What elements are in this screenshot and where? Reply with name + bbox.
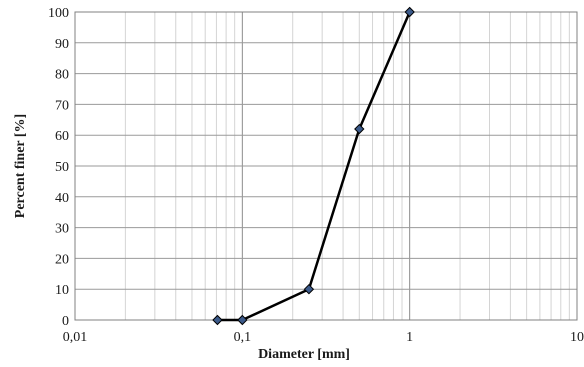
y-tick-label: 10 (55, 283, 69, 298)
x-tick-label: 1 (406, 330, 413, 345)
x-tick-label: 10 (570, 330, 584, 345)
y-axis-ticks: 0 10 20 30 40 50 60 70 80 90 100 (48, 6, 69, 329)
y-tick-label: 60 (55, 129, 69, 144)
y-tick-label: 0 (62, 314, 69, 329)
y-tick-label: 50 (55, 160, 69, 175)
y-tick-label: 70 (55, 98, 69, 113)
y-tick-label: 20 (55, 252, 69, 267)
y-tick-label: 90 (55, 37, 69, 52)
y-tick-label: 40 (55, 191, 69, 206)
data-point-marker (303, 283, 315, 295)
y-tick-label: 100 (48, 6, 69, 21)
y-axis-title: Percent finer [%] (13, 114, 28, 218)
series-layer (212, 6, 415, 326)
grid (75, 12, 577, 320)
plot-frame (74, 11, 578, 321)
x-tick-label: 0,01 (63, 330, 88, 345)
x-tick-label: 0,1 (234, 330, 252, 345)
data-point-marker (212, 314, 223, 326)
x-axis-ticks: 0,01 0,1 1 10 (63, 330, 584, 345)
x-axis-title: Diameter [mm] (258, 347, 350, 362)
data-point-marker (237, 314, 248, 326)
data-point-marker (354, 123, 365, 135)
data-point-marker (404, 6, 415, 18)
y-tick-label: 30 (55, 222, 69, 237)
y-tick-label: 80 (55, 68, 69, 83)
